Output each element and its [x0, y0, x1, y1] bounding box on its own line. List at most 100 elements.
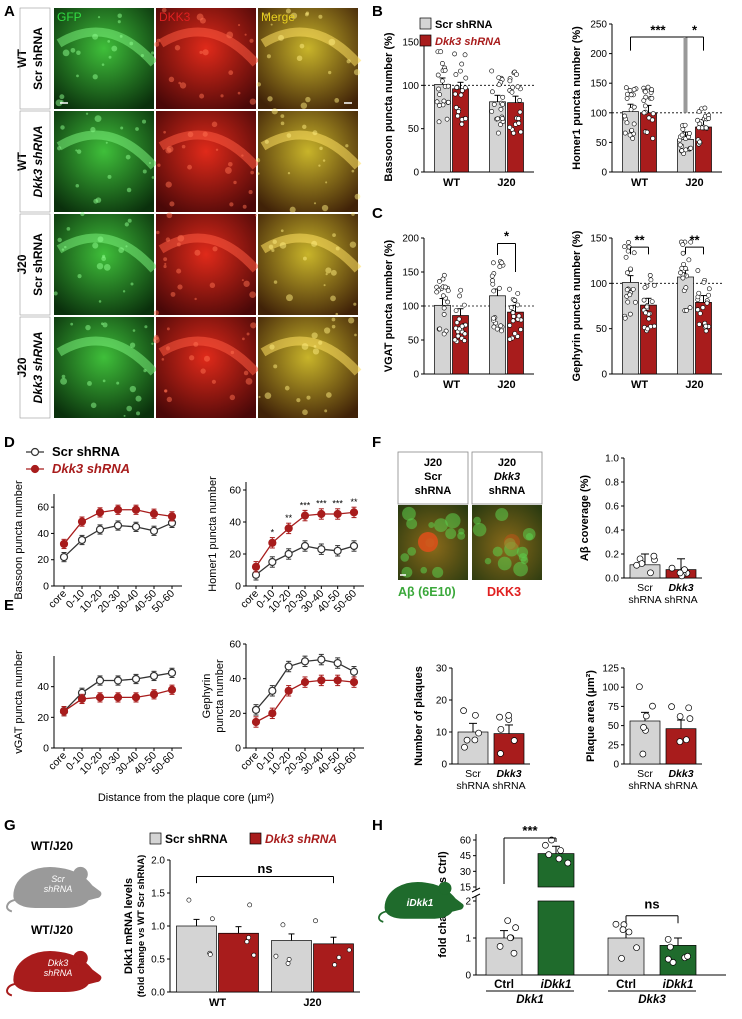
cell [304, 12, 309, 17]
cell [353, 302, 357, 306]
data-point [645, 326, 650, 332]
data-point [647, 569, 654, 577]
cell [311, 332, 318, 339]
micrograph-2-1 [153, 212, 260, 316]
y-tick-label: 40 [37, 681, 49, 693]
cell [345, 144, 349, 148]
data-point [489, 108, 495, 114]
data-point [459, 88, 465, 93]
plaque [418, 532, 438, 552]
y-tick-label: 60 [460, 836, 472, 847]
cell-layer [158, 130, 260, 170]
y-tick-label: 0 [465, 971, 471, 982]
series-point [113, 521, 123, 530]
x-category-label: J20 [303, 997, 321, 1009]
cell [256, 82, 261, 87]
panel-letter-B: B [372, 3, 383, 20]
cell [126, 405, 132, 412]
data-point [555, 855, 563, 863]
data-point [625, 270, 630, 276]
micrograph-bg [258, 214, 358, 315]
y-tick-label: 0.8 [605, 478, 619, 489]
series-point [333, 509, 342, 519]
data-point [629, 127, 635, 133]
cell [243, 370, 249, 376]
cell [75, 149, 78, 152]
row-label-0-genotype: WT [15, 49, 29, 68]
cell [254, 214, 257, 217]
cell [250, 170, 255, 175]
data-point [496, 713, 503, 721]
y-tick-label: 100 [590, 108, 607, 119]
cell [164, 389, 168, 393]
series-point [300, 541, 310, 551]
a-beta-signal [445, 528, 457, 540]
data-point [706, 292, 711, 298]
y-tick-label: 20 [229, 708, 241, 720]
cell [166, 396, 173, 403]
data-point [490, 281, 496, 287]
cell [161, 7, 167, 13]
data-point [472, 711, 479, 719]
cell [305, 96, 311, 103]
data-point [641, 297, 647, 303]
chart-E1: 02040core0-1010-2020-3030-4040-5050-60vG… [13, 650, 182, 777]
x-category-label: shRNA [664, 780, 697, 792]
y-tick-label: 1.0 [151, 922, 165, 933]
sig-stars: * [271, 528, 275, 538]
micrograph-bg [258, 111, 358, 212]
cell [296, 55, 303, 62]
cell [187, 131, 194, 138]
a-beta-signal [445, 513, 461, 529]
data-point [437, 102, 442, 108]
y-tick-label: 0.6 [605, 502, 619, 513]
data-point [440, 276, 446, 282]
data-point [557, 847, 564, 854]
legend-label-scr: Scr shRNA [52, 444, 121, 459]
data-point [459, 61, 465, 67]
x-category-label: Dkk3 [668, 582, 693, 594]
y-tick-label: 2 [465, 897, 471, 908]
series-point [349, 678, 359, 687]
cell [144, 325, 148, 329]
sig-stars: ** [689, 232, 700, 247]
data-point [491, 324, 497, 330]
data-point [453, 308, 459, 314]
cell [273, 280, 278, 284]
a-beta-signal [473, 516, 481, 525]
data-point [444, 116, 450, 122]
y-tick-label: 60 [229, 639, 241, 651]
row-label-box [19, 7, 51, 110]
cell [266, 54, 271, 59]
data-point [518, 327, 524, 332]
x-category-label: Scr [637, 768, 653, 780]
cell [76, 50, 81, 56]
image-header-line2: Dkk3 [494, 471, 520, 483]
cell [103, 263, 111, 271]
cell [135, 127, 139, 131]
data-point [510, 737, 518, 744]
mouse-label-2: WT/J20 [31, 923, 73, 937]
data-point [649, 702, 656, 710]
chart-H: 01215304560fold change (vs Ctrl)CtrliDkk… [437, 834, 726, 1006]
series-point [95, 676, 105, 685]
cell [332, 233, 336, 237]
data-point [664, 935, 672, 943]
cell [319, 146, 323, 151]
data-point [251, 952, 257, 958]
micrograph-1-1 [156, 111, 260, 212]
data-point [463, 736, 471, 744]
data-point [435, 72, 441, 78]
a-beta-signal [495, 508, 509, 522]
cell [166, 212, 173, 219]
cell [302, 124, 307, 130]
data-point [454, 320, 460, 325]
data-point [509, 89, 515, 95]
series-point [284, 686, 293, 695]
sig-stars: * [692, 23, 698, 38]
data-point [650, 111, 656, 117]
data-point [510, 949, 518, 957]
panel-letter-D: D [4, 434, 15, 451]
data-point [676, 738, 684, 745]
cell [143, 369, 147, 373]
